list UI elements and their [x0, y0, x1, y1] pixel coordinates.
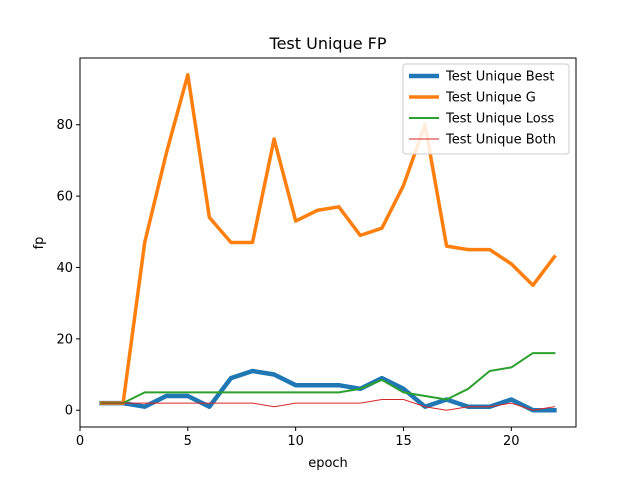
legend-label-3: Test Unique Loss — [445, 112, 554, 127]
axes-layer: 0 5 10 15 20 0 20 40 60 80 — [56, 118, 519, 449]
legend: Test Unique Best Test Unique G Test Unique… — [402, 63, 570, 155]
y-tick-label: 60 — [56, 190, 73, 205]
x-tick-label: 20 — [503, 434, 520, 449]
legend-box — [402, 63, 570, 155]
x-tick-label: 15 — [395, 434, 412, 449]
series-line-2 — [99, 73, 557, 405]
legend-label-2: Test Unique G — [445, 91, 536, 106]
series-line-3 — [100, 352, 556, 405]
series-line-4 — [101, 399, 555, 411]
y-tick-label: 80 — [56, 118, 73, 133]
legend-label-1: Test Unique Best — [445, 70, 555, 85]
legend-label-4: Test Unique Both — [445, 133, 556, 148]
x-tick-label: 10 — [287, 434, 304, 449]
y-axis-label: fp — [32, 237, 47, 250]
x-tick-label: 5 — [184, 434, 192, 449]
y-tick-label: 20 — [56, 332, 73, 347]
plot-frame — [79, 57, 577, 428]
x-axis-label: epoch — [308, 456, 348, 471]
y-tick-label: 40 — [56, 261, 73, 276]
series-layer — [99, 73, 557, 413]
chart-title: Test Unique FP — [269, 34, 387, 53]
x-tick-label: 0 — [76, 434, 84, 449]
y-tick-label: 0 — [65, 404, 73, 419]
series-line-1 — [99, 368, 557, 413]
